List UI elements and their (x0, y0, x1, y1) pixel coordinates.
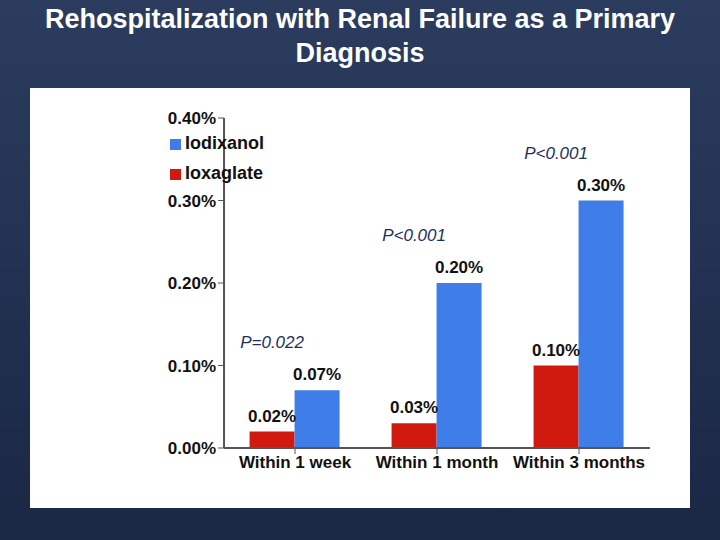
svg-text:Within 1 week: Within 1 week (239, 453, 352, 472)
svg-text:0.02%: 0.02% (248, 407, 296, 426)
svg-text:Within 1 month: Within 1 month (376, 453, 499, 472)
svg-text:0.07%: 0.07% (293, 365, 341, 384)
html-text:Iodixanol: Iodixanol (185, 133, 264, 153)
svg-text:0.10%: 0.10% (532, 341, 580, 360)
svg-text:0.30%: 0.30% (577, 176, 625, 195)
svg-text:0.00%: 0.00% (168, 439, 216, 458)
svg-text:0.10%: 0.10% (168, 357, 216, 376)
svg-text:0.40%: 0.40% (168, 109, 216, 128)
html-text:Rehospitalization with Renal F: Rehospitalization with Renal Failure as … (44, 4, 676, 68)
svg-text:Within 3 months: Within 3 months (513, 453, 645, 472)
html-text:Ioxaglate: Ioxaglate (185, 163, 263, 183)
svg-text:0.20%: 0.20% (168, 274, 216, 293)
svg-text:0.03%: 0.03% (390, 398, 438, 417)
svg-text:0.20%: 0.20% (435, 258, 483, 277)
svg-text:0.30%: 0.30% (168, 192, 216, 211)
svg-text:P=0.022: P=0.022 (240, 333, 304, 352)
svg-text:P<0.001: P<0.001 (382, 226, 446, 245)
svg-text:P<0.001: P<0.001 (524, 144, 588, 163)
